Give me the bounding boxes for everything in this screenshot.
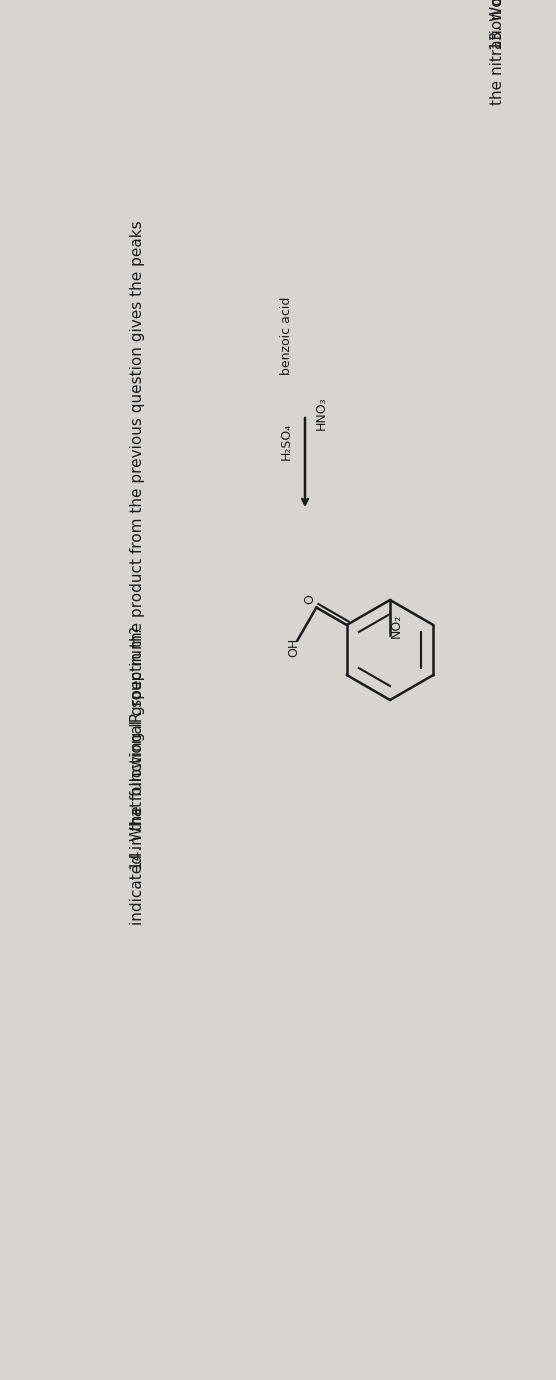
Text: O: O xyxy=(303,595,316,604)
Text: benzoic acid: benzoic acid xyxy=(280,297,293,375)
Text: 13. Would you expect the following nitration of benzoic acid to happen faster or: 13. Would you expect the following nitra… xyxy=(490,0,505,50)
Text: the nitration of benzene?: the nitration of benzene? xyxy=(490,0,505,105)
Text: 14. What functional group in the product from the previous question gives the pe: 14. What functional group in the product… xyxy=(130,221,145,869)
Text: OH: OH xyxy=(287,638,300,657)
Text: NO₂: NO₂ xyxy=(390,614,403,638)
Text: HNO₃: HNO₃ xyxy=(315,396,328,431)
Text: indicated in the following IR spectrum?: indicated in the following IR spectrum? xyxy=(130,627,145,925)
Text: H₂SO₄: H₂SO₄ xyxy=(280,422,293,460)
